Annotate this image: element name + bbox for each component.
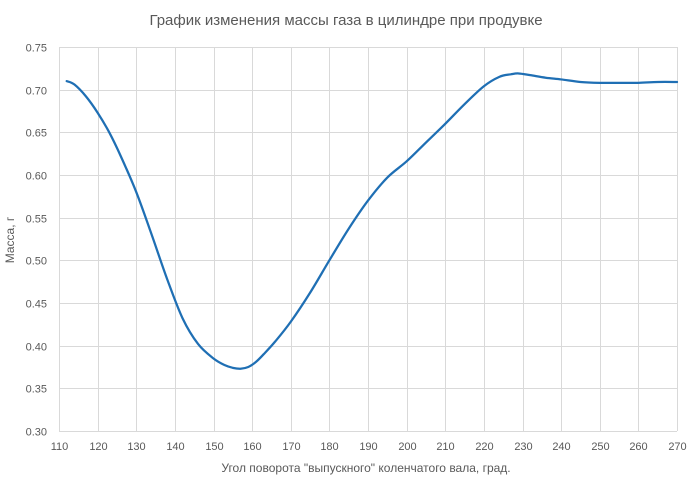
x-tick-label: 140 bbox=[166, 441, 184, 453]
y-tick-label: 0.50 bbox=[26, 256, 47, 268]
x-axis-label: Угол поворота "выпускного" коленчатого в… bbox=[221, 461, 510, 475]
x-tick-label: 160 bbox=[243, 441, 261, 453]
x-tick-label: 200 bbox=[398, 441, 416, 453]
x-axis-ticks: 110 120 130 140 150 160 170 180 190 200 210 220 230 2… bbox=[51, 441, 687, 453]
x-tick-label: 210 bbox=[436, 441, 454, 453]
x-tick-label: 180 bbox=[320, 441, 338, 453]
chart-title: График изменения массы газа в цилиндре п… bbox=[149, 12, 542, 29]
y-tick-label: 0.30 bbox=[26, 427, 47, 439]
x-tick-label: 190 bbox=[359, 441, 377, 453]
x-tick-label: 150 bbox=[205, 441, 223, 453]
x-tick-label: 240 bbox=[552, 441, 570, 453]
x-tick-label: 260 bbox=[629, 441, 647, 453]
y-tick-label: 0.75 bbox=[26, 43, 47, 55]
x-tick-label: 250 bbox=[591, 441, 609, 453]
y-tick-label: 0.40 bbox=[26, 342, 47, 354]
y-tick-label: 0.55 bbox=[26, 214, 47, 226]
x-tick-label: 120 bbox=[89, 441, 107, 453]
x-tick-label: 230 bbox=[514, 441, 532, 453]
y-tick-label: 0.70 bbox=[26, 86, 47, 98]
grid-layer bbox=[59, 47, 678, 432]
x-tick-label: 170 bbox=[282, 441, 300, 453]
x-tick-label: 270 bbox=[668, 441, 686, 453]
y-axis-ticks: 0.30 0.35 0.40 0.45 0.50 0.55 0.60 0.65 0.70 0.75 bbox=[26, 43, 47, 439]
y-axis-label: Масса, г bbox=[3, 216, 17, 263]
x-tick-label: 110 bbox=[51, 441, 69, 453]
series-line-0 bbox=[65, 72, 679, 370]
y-tick-label: 0.35 bbox=[26, 384, 47, 396]
y-tick-label: 0.60 bbox=[26, 171, 47, 183]
series-layer bbox=[65, 72, 679, 370]
y-tick-label: 0.65 bbox=[26, 128, 47, 140]
x-tick-label: 130 bbox=[127, 441, 145, 453]
x-tick-label: 220 bbox=[475, 441, 493, 453]
y-tick-label: 0.45 bbox=[26, 299, 47, 311]
